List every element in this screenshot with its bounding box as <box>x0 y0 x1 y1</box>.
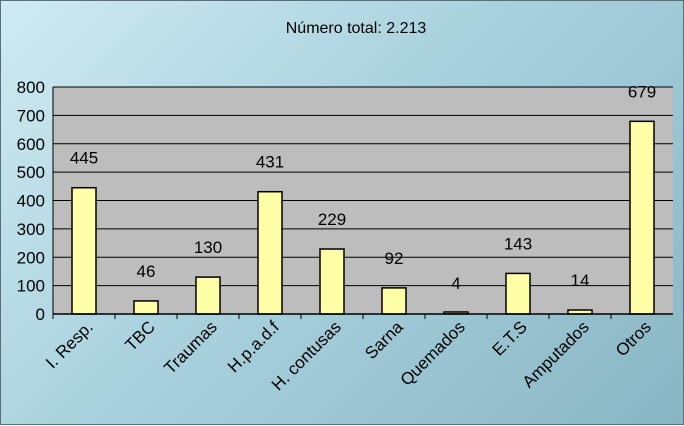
data-label: 445 <box>70 149 98 168</box>
bar-3 <box>257 190 283 315</box>
x-tick-label: Otros <box>612 317 655 360</box>
chart-title: Número total: 2.213 <box>286 20 427 37</box>
data-label: 229 <box>318 210 346 229</box>
y-tick-label: 100 <box>17 277 45 296</box>
bar-2 <box>195 276 221 315</box>
y-tick-label: 200 <box>17 248 45 267</box>
y-tick-label: 300 <box>17 220 45 239</box>
data-label: 431 <box>256 153 284 172</box>
x-tick-label: I. Resp. <box>42 317 97 372</box>
data-label: 4 <box>451 274 460 293</box>
bar-1 <box>133 300 159 315</box>
y-tick-label: 400 <box>17 192 45 211</box>
x-axis-labels: I. Resp. TBC Traumas H.p.a.d.fH. contusas Sa… <box>42 313 673 394</box>
data-label: 679 <box>628 82 656 101</box>
bar-7 <box>505 272 531 315</box>
data-label: 92 <box>385 249 404 268</box>
x-tick-label: Amputados <box>519 317 593 391</box>
data-label: 143 <box>504 234 532 253</box>
x-tick-label: Quemados <box>397 317 469 389</box>
x-tick-label: TBC <box>121 317 158 354</box>
x-tick-label: E.T.S <box>489 317 531 359</box>
bar-0 <box>71 186 97 315</box>
bar-5 <box>381 287 407 315</box>
x-tick-label: H.p.a.d.f <box>224 317 283 376</box>
x-tick-label: Sarna <box>361 317 407 363</box>
data-label: 130 <box>194 238 222 257</box>
y-tick-label: 0 <box>36 305 45 324</box>
y-tick-label: 700 <box>17 106 45 125</box>
y-tick-label: 500 <box>17 163 45 182</box>
data-label: 46 <box>137 262 156 281</box>
data-label: 14 <box>571 271 590 290</box>
bar-9 <box>629 120 655 315</box>
y-tick-label: 800 <box>17 78 45 97</box>
y-tick-label: 600 <box>17 135 45 154</box>
y-axis: 0 100 200 300 400 500 600 700 800 <box>17 78 54 324</box>
bar-4 <box>319 248 345 315</box>
x-tick-label: Traumas <box>160 317 220 377</box>
bars <box>71 120 655 315</box>
data-labels: 445 46 130 431 229 92 4 143 14 679 <box>70 82 656 293</box>
